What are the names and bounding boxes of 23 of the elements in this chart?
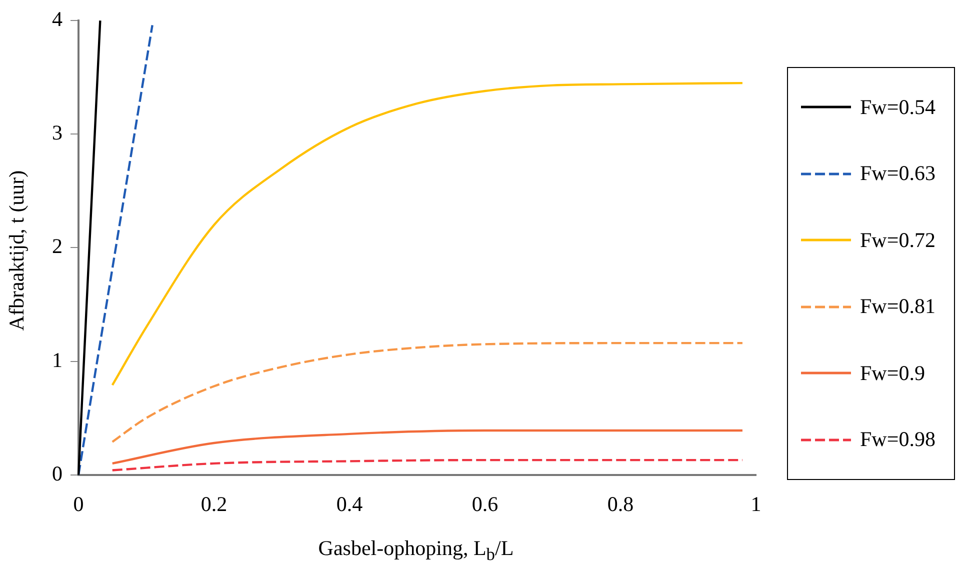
y-tick-label: 1 [52,348,62,372]
line-series [111,82,744,386]
legend-label: Fw=0.98 [860,427,936,452]
y-tick-label: 2 [52,234,62,258]
legend-label: Fw=0.81 [860,294,936,320]
line-series [111,342,744,443]
legend-label: Fw=0.54 [860,94,936,120]
x-tick-label: 1 [750,492,762,516]
y-tick-label: 0 [52,461,62,486]
x-tick-label: 0.2 [200,492,228,516]
x-tick-label: 0.4 [336,492,364,516]
y-tick-label: 4 [52,7,63,32]
line-series [111,429,744,465]
x-tick-label: 0.8 [607,492,634,516]
y-tick-label: 3 [52,120,62,145]
x-tick-label: 0 [73,492,84,516]
legend-label: Fw=0.72 [860,228,936,253]
legend-label: Fw=0.63 [860,161,936,186]
x-axis-title: Gasbel-ophoping, L$_{b}$/L [317,536,515,566]
line-series [111,458,744,472]
y-axis-title: Afbraaktijd, t (uur) [4,169,30,333]
x-tick-label: 0.6 [472,492,498,516]
legend-label: Fw=0.9 [860,360,925,386]
